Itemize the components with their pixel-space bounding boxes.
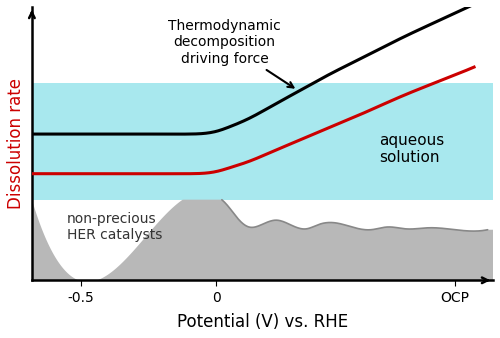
Polygon shape	[32, 200, 493, 280]
X-axis label: Potential (V) vs. RHE: Potential (V) vs. RHE	[177, 313, 348, 331]
Text: non-precious
HER catalysts: non-precious HER catalysts	[67, 212, 162, 242]
Text: aqueous
solution: aqueous solution	[379, 133, 444, 165]
Bar	[32, 83, 493, 200]
Y-axis label: Dissolution rate: Dissolution rate	[7, 78, 25, 209]
Text: Thermodynamic
decomposition
driving force: Thermodynamic decomposition driving forc…	[168, 19, 294, 88]
